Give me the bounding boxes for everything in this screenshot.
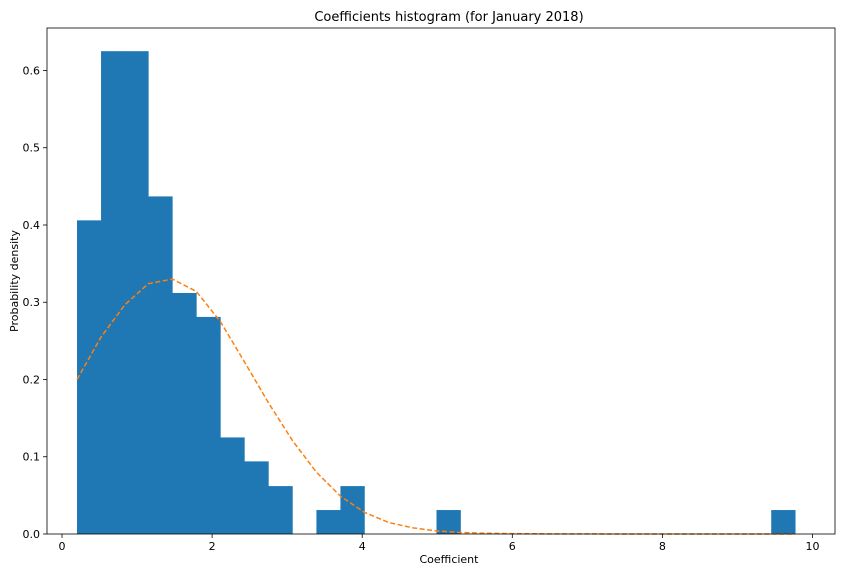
histogram-bar: [196, 316, 221, 534]
histogram-bar: [436, 510, 461, 534]
plot-frame: [46, 27, 836, 535]
histogram-bar: [77, 220, 102, 535]
histogram-bar: [220, 437, 245, 534]
x-tick-label: 4: [359, 540, 366, 553]
histogram-bar: [101, 51, 126, 535]
histogram-bar: [340, 486, 365, 534]
chart-title: Coefficients histogram (for January 2018…: [314, 10, 583, 25]
histogram-bar: [268, 486, 293, 534]
y-tick-label: 0.2: [23, 373, 41, 386]
y-tick-label: 0.6: [23, 64, 41, 77]
histogram-bar: [771, 510, 796, 534]
y-tick-label: 0.5: [23, 142, 41, 155]
x-tick-label: 6: [509, 540, 516, 553]
histogram-bar: [172, 292, 197, 534]
y-axis-ticks: 0.0 0.1 0.2 0.3 0.4 0.5 0.6: [23, 64, 47, 541]
y-axis-label: Probability density: [8, 230, 21, 332]
y-tick-label: 0.0: [23, 528, 41, 541]
x-axis-label: Coefficient: [420, 553, 480, 566]
y-tick-label: 0.3: [23, 296, 41, 309]
y-tick-label: 0.4: [23, 219, 41, 232]
histogram-bar: [316, 510, 341, 534]
histogram-bar: [125, 51, 149, 535]
x-tick-label: 2: [209, 540, 216, 553]
histogram-bar: [148, 196, 173, 534]
x-tick-label: 0: [59, 540, 66, 553]
histogram-bar: [244, 461, 269, 534]
histogram-bars: [77, 51, 796, 535]
x-tick-label: 8: [659, 540, 666, 553]
y-tick-label: 0.1: [23, 451, 41, 464]
x-tick-label: 10: [805, 540, 819, 553]
x-axis-ticks: 0 2 4 6 8 10: [59, 534, 819, 553]
